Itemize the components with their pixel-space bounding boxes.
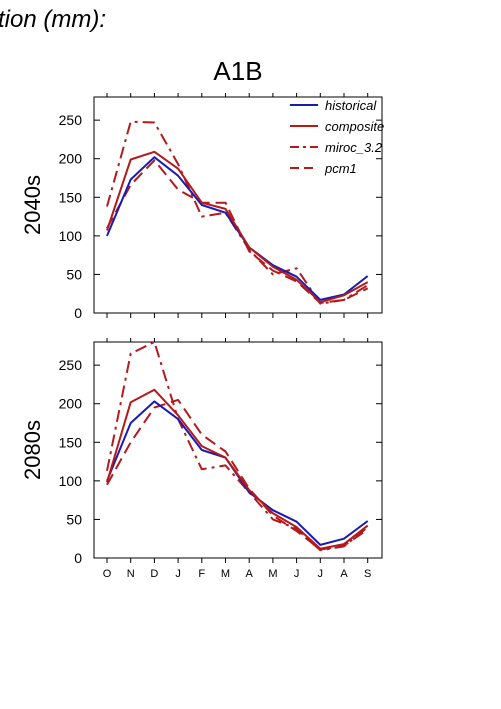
x-tick-label: S [364,568,371,580]
y-tick-label: 250 [59,112,83,128]
series-line-composite [106,150,369,304]
y-tick-label: 100 [59,473,83,489]
x-tick-label: J [175,568,181,580]
series-line-miroc-3-2 [106,120,369,305]
series-line-miroc-3-2 [106,341,369,552]
series-line-composite [106,388,369,550]
y-tick-label: 150 [59,189,83,205]
x-tick-label: O [103,568,112,580]
x-tick-label: N [127,568,135,580]
y-tick-label: 50 [66,511,82,527]
y-tick-label: 200 [59,396,83,412]
plot-frame [93,341,383,559]
y-tick-label: 200 [59,151,83,167]
header-title: tion (mm): [0,6,106,33]
y-tick-label: 100 [59,228,83,244]
y-tick-label: 250 [59,357,83,373]
scenario-title: A1B [213,56,262,86]
legend-label: composite [325,119,384,134]
legend-label: miroc_3.2 [325,140,383,155]
y-tick-label: 0 [74,550,82,566]
panel-2040s: 0 50 100 150 200 250 2040s [20,93,383,321]
legend: historical composite miroc_3.2 pcm1 [290,98,384,176]
legend-label: pcm1 [324,161,357,176]
plot-frame [93,96,383,314]
x-tick-label: M [268,568,277,580]
y-tick-label: 50 [66,266,82,282]
x-tick-label: A [246,568,254,580]
x-tick-label: F [198,568,205,580]
y-tick-label: 150 [59,434,83,450]
y-tick-label: 0 [74,305,82,321]
x-tick-label: J [294,568,300,580]
period-label: 2080s [20,420,45,480]
x-tick-label: A [340,568,348,580]
period-label: 2040s [20,175,45,235]
panel-2080s: 0 50 100 150 200 250 O N D J F M A M J J A S 2080s [20,338,383,580]
legend-label: historical [325,98,377,113]
x-tick-label: M [221,568,230,580]
x-tick-label: J [318,568,324,580]
x-tick-label: D [150,568,158,580]
